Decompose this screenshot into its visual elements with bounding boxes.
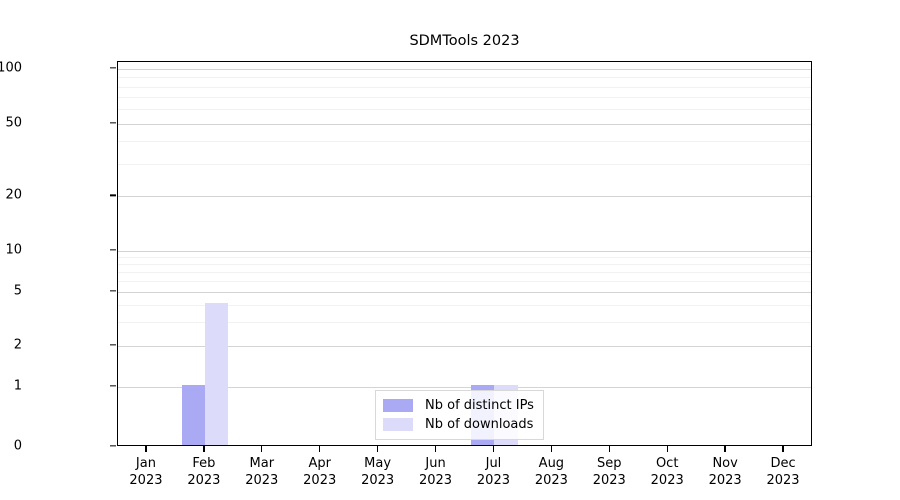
x-tick-label-oct: Oct 2023 — [651, 455, 684, 489]
gridline-minor — [118, 109, 811, 111]
x-tick-label-jun: Jun 2023 — [419, 455, 452, 489]
y-tick-mark — [110, 344, 116, 346]
x-tick-year: 2023 — [418, 473, 453, 488]
y-tick-mark — [110, 249, 116, 251]
page-title: SDMTools 2023 — [409, 33, 520, 49]
x-tick-month: Oct — [655, 456, 679, 471]
bar-feb-distinct-ips — [181, 385, 205, 445]
x-tick-year: 2023 — [650, 473, 684, 488]
x-tick-year: 2023 — [766, 473, 800, 488]
y-tick-label: 100 — [0, 60, 22, 76]
gridline-minor — [118, 257, 811, 259]
x-tick-label-sep: Sep 2023 — [593, 455, 626, 489]
x-tick-year: 2023 — [708, 473, 742, 488]
x-tick-month: Jan — [135, 456, 156, 471]
x-tick-month: Apr — [308, 456, 331, 471]
legend-label: Nb of downloads — [425, 417, 534, 432]
x-tick-label-aug: Aug 2023 — [535, 455, 568, 489]
gridline-major — [118, 69, 811, 70]
legend-label: Nb of distinct IPs — [425, 398, 534, 413]
gridline-minor — [118, 97, 811, 99]
legend-swatch-icon — [383, 418, 413, 431]
y-tick-mark — [110, 290, 116, 292]
y-tick-mark — [110, 445, 116, 447]
x-tick-month: May — [364, 456, 392, 471]
y-tick-label: 50 — [5, 115, 22, 131]
x-tick-month: Aug — [538, 456, 565, 471]
legend-item-distinct-ips: Nb of distinct IPs — [383, 396, 534, 415]
x-tick-label-mar: Mar 2023 — [245, 455, 278, 489]
x-tick-year: 2023 — [187, 473, 221, 488]
y-tick-label: 2 — [13, 337, 22, 353]
x-tick-label-apr: Apr 2023 — [303, 455, 336, 489]
gridline-major — [118, 291, 811, 293]
x-tick-month: Jun — [425, 456, 446, 471]
y-axis: 0 1 2 5 10 20 50 100 — [0, 0, 117, 500]
x-tick-mark — [782, 446, 784, 452]
y-tick-label: 1 — [13, 378, 22, 394]
y-tick-label: 0 — [13, 438, 22, 454]
x-tick-label-nov: Nov 2023 — [709, 455, 742, 489]
x-tick-year: 2023 — [361, 473, 395, 488]
x-tick-year: 2023 — [303, 473, 337, 488]
x-tick-year: 2023 — [592, 473, 626, 488]
x-tick-month: Feb — [192, 456, 216, 471]
x-tick-month: Dec — [770, 456, 796, 471]
x-tick-month: Mar — [249, 456, 275, 471]
y-tick-mark — [110, 194, 116, 196]
gridline-minor — [118, 322, 811, 324]
x-tick-mark — [376, 446, 379, 452]
x-tick-year: 2023 — [534, 473, 568, 488]
gridline-major — [118, 196, 811, 198]
gridline-major — [118, 251, 811, 252]
x-tick-mark — [608, 446, 610, 452]
x-tick-mark — [434, 446, 437, 452]
legend-item-downloads: Nb of downloads — [383, 415, 534, 434]
gridline-minor — [118, 164, 811, 166]
x-tick-mark — [492, 446, 495, 452]
chart-legend: Nb of distinct IPs Nb of downloads — [375, 390, 544, 440]
x-tick-label-feb: Feb 2023 — [187, 455, 220, 489]
gridline-minor — [118, 272, 811, 274]
gridline-minor — [118, 77, 811, 79]
x-tick-mark — [319, 446, 321, 452]
x-tick-mark — [550, 446, 553, 452]
gridline-major — [118, 387, 811, 388]
gridline-major — [118, 346, 811, 348]
gridline-minor — [118, 305, 811, 307]
x-tick-month: Jul — [485, 456, 502, 471]
y-tick-mark — [110, 122, 116, 124]
x-tick-label-dec: Dec 2023 — [766, 455, 799, 489]
x-tick-mark — [666, 446, 668, 452]
x-tick-label-jan: Jan 2023 — [129, 455, 162, 489]
x-tick-mark — [145, 446, 147, 452]
x-tick-mark — [261, 446, 263, 452]
y-tick-mark — [110, 67, 116, 69]
x-tick-label-may: May 2023 — [361, 455, 394, 489]
gridline-minor — [118, 141, 811, 143]
x-tick-year: 2023 — [129, 473, 163, 488]
x-tick-month: Sep — [597, 456, 622, 471]
x-tick-month: Nov — [712, 456, 738, 471]
gridline-minor — [118, 264, 811, 266]
bar-feb-downloads — [204, 303, 229, 445]
gridline-minor — [118, 281, 811, 283]
x-tick-year: 2023 — [476, 473, 510, 488]
y-tick-label: 20 — [5, 187, 22, 203]
y-tick-label: 10 — [5, 242, 22, 258]
y-tick-label: 5 — [13, 283, 22, 299]
gridline-minor — [118, 86, 811, 88]
y-tick-mark — [110, 385, 116, 387]
legend-swatch-icon — [383, 399, 413, 412]
plot-area — [117, 61, 812, 446]
gridline-major — [118, 123, 811, 125]
x-tick-mark — [724, 446, 726, 452]
x-axis: Jan 2023 Feb 2023 Mar 2023 Apr 2023 May 2023 Jun 20… — [0, 446, 900, 500]
x-tick-label-jul: Jul 2023 — [477, 455, 510, 489]
x-tick-mark — [203, 446, 205, 452]
x-tick-year: 2023 — [245, 473, 279, 488]
